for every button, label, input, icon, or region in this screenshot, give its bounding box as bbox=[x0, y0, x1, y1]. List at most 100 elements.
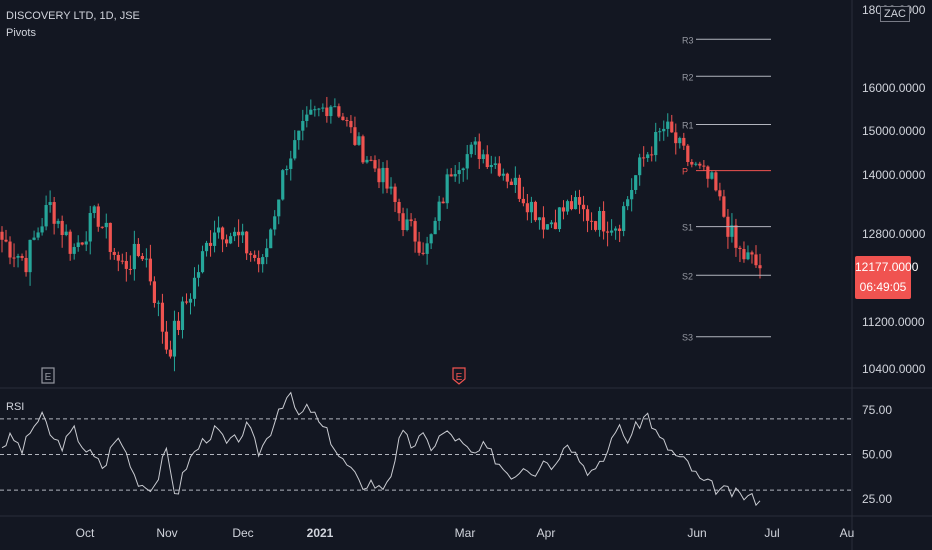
candle-body bbox=[8, 241, 12, 258]
candle-body bbox=[517, 177, 521, 199]
candle-body bbox=[196, 272, 201, 278]
price-tick-label: 16000.0000 bbox=[862, 81, 926, 95]
candle-body bbox=[12, 257, 16, 259]
candle-body bbox=[104, 222, 108, 228]
candle-body bbox=[385, 167, 389, 189]
candle-body bbox=[357, 136, 361, 145]
candle-body bbox=[718, 190, 722, 197]
candle-body bbox=[48, 202, 52, 206]
currency-badge[interactable]: ZAC bbox=[880, 6, 910, 22]
candle-body bbox=[160, 302, 165, 332]
candle-body bbox=[100, 226, 104, 228]
candle-body bbox=[469, 144, 473, 155]
candle-body bbox=[112, 251, 116, 255]
candle-body bbox=[593, 221, 598, 230]
candle-body bbox=[148, 258, 152, 282]
candle-body bbox=[108, 222, 112, 252]
time-tick-label: Dec bbox=[232, 526, 253, 540]
candle-body bbox=[441, 201, 445, 204]
candle-body bbox=[393, 186, 397, 202]
candle-body bbox=[678, 137, 682, 144]
candle-body bbox=[501, 173, 505, 176]
candle-body bbox=[686, 145, 690, 162]
candle-body bbox=[124, 260, 128, 269]
pivot-lines: R3 R2 R1 P S1 S2 S3 bbox=[682, 35, 771, 343]
earnings-marker: E bbox=[452, 367, 466, 385]
candle-body bbox=[333, 106, 337, 108]
candles-layer bbox=[0, 96, 762, 372]
candle-body bbox=[493, 163, 497, 165]
candle-body bbox=[509, 181, 513, 186]
candle-body bbox=[694, 163, 698, 165]
candle-body bbox=[754, 254, 758, 266]
time-tick-label: Apr bbox=[537, 526, 556, 540]
candle-body bbox=[465, 154, 469, 169]
candle-body bbox=[569, 201, 574, 210]
pivot-label: R2 bbox=[682, 72, 694, 82]
candle-body bbox=[373, 160, 377, 169]
price-tick-label: 10400.0000 bbox=[862, 362, 926, 376]
candle-body bbox=[216, 227, 221, 233]
rsi-tick-label: 25.00 bbox=[862, 492, 892, 506]
time-tick-label: Nov bbox=[156, 526, 177, 540]
candle-body bbox=[746, 252, 750, 260]
candle-body bbox=[245, 231, 249, 254]
candle-body bbox=[497, 163, 501, 176]
pivot-label: R3 bbox=[682, 35, 694, 45]
candle-body bbox=[553, 222, 558, 230]
price-tick-label: 12800.0000 bbox=[862, 227, 926, 241]
candle-body bbox=[561, 207, 566, 212]
candle-body bbox=[68, 231, 72, 254]
candle-body bbox=[96, 206, 100, 227]
candle-body bbox=[481, 154, 485, 160]
time-tick-label: Jul bbox=[764, 526, 779, 540]
candle-body bbox=[618, 228, 622, 231]
candle-body bbox=[261, 257, 265, 265]
candle-body bbox=[662, 128, 666, 132]
candle-body bbox=[60, 220, 64, 235]
candle-body bbox=[698, 163, 702, 166]
indicator-label[interactable]: Pivots bbox=[6, 27, 36, 39]
candle-body bbox=[597, 211, 602, 230]
candle-body bbox=[638, 157, 642, 176]
candle-body bbox=[630, 189, 634, 200]
candle-body bbox=[192, 277, 197, 299]
candle-body bbox=[273, 216, 277, 230]
candle-body bbox=[44, 205, 48, 227]
candle-body bbox=[176, 320, 181, 330]
candle-body bbox=[281, 170, 285, 200]
rsi-label[interactable]: RSI bbox=[6, 401, 25, 413]
time-tick-label: Au bbox=[840, 526, 855, 540]
candle-body bbox=[180, 301, 185, 330]
candle-body bbox=[650, 154, 654, 156]
candle-body bbox=[622, 206, 626, 231]
candle-body bbox=[253, 254, 257, 258]
candle-body bbox=[666, 121, 670, 129]
candle-body bbox=[585, 209, 590, 221]
candle-body bbox=[20, 255, 24, 258]
candle-body bbox=[269, 229, 273, 249]
candle-body bbox=[573, 197, 578, 210]
candle-body bbox=[136, 243, 140, 257]
candle-body bbox=[730, 225, 734, 237]
candle-body bbox=[642, 157, 646, 159]
time-tick-label: 2021 bbox=[307, 526, 334, 540]
earnings-badge bbox=[41, 367, 55, 384]
candle-body bbox=[537, 217, 542, 221]
candle-body bbox=[337, 106, 341, 117]
candle-body bbox=[64, 231, 68, 235]
earnings-label: E bbox=[45, 372, 52, 383]
candle-body bbox=[682, 137, 686, 146]
candle-body bbox=[4, 239, 8, 242]
candle-body bbox=[489, 164, 493, 168]
symbol-title[interactable]: DISCOVERY LTD, 1D, JSE bbox=[6, 10, 140, 22]
candle-body bbox=[249, 253, 253, 255]
rsi-pane bbox=[0, 391, 852, 507]
candle-body bbox=[533, 201, 538, 221]
price-tick-label: 15000.0000 bbox=[862, 124, 926, 138]
candle-body bbox=[353, 127, 357, 145]
candle-body bbox=[409, 219, 413, 222]
candle-body bbox=[325, 107, 329, 117]
candle-body bbox=[505, 173, 509, 182]
